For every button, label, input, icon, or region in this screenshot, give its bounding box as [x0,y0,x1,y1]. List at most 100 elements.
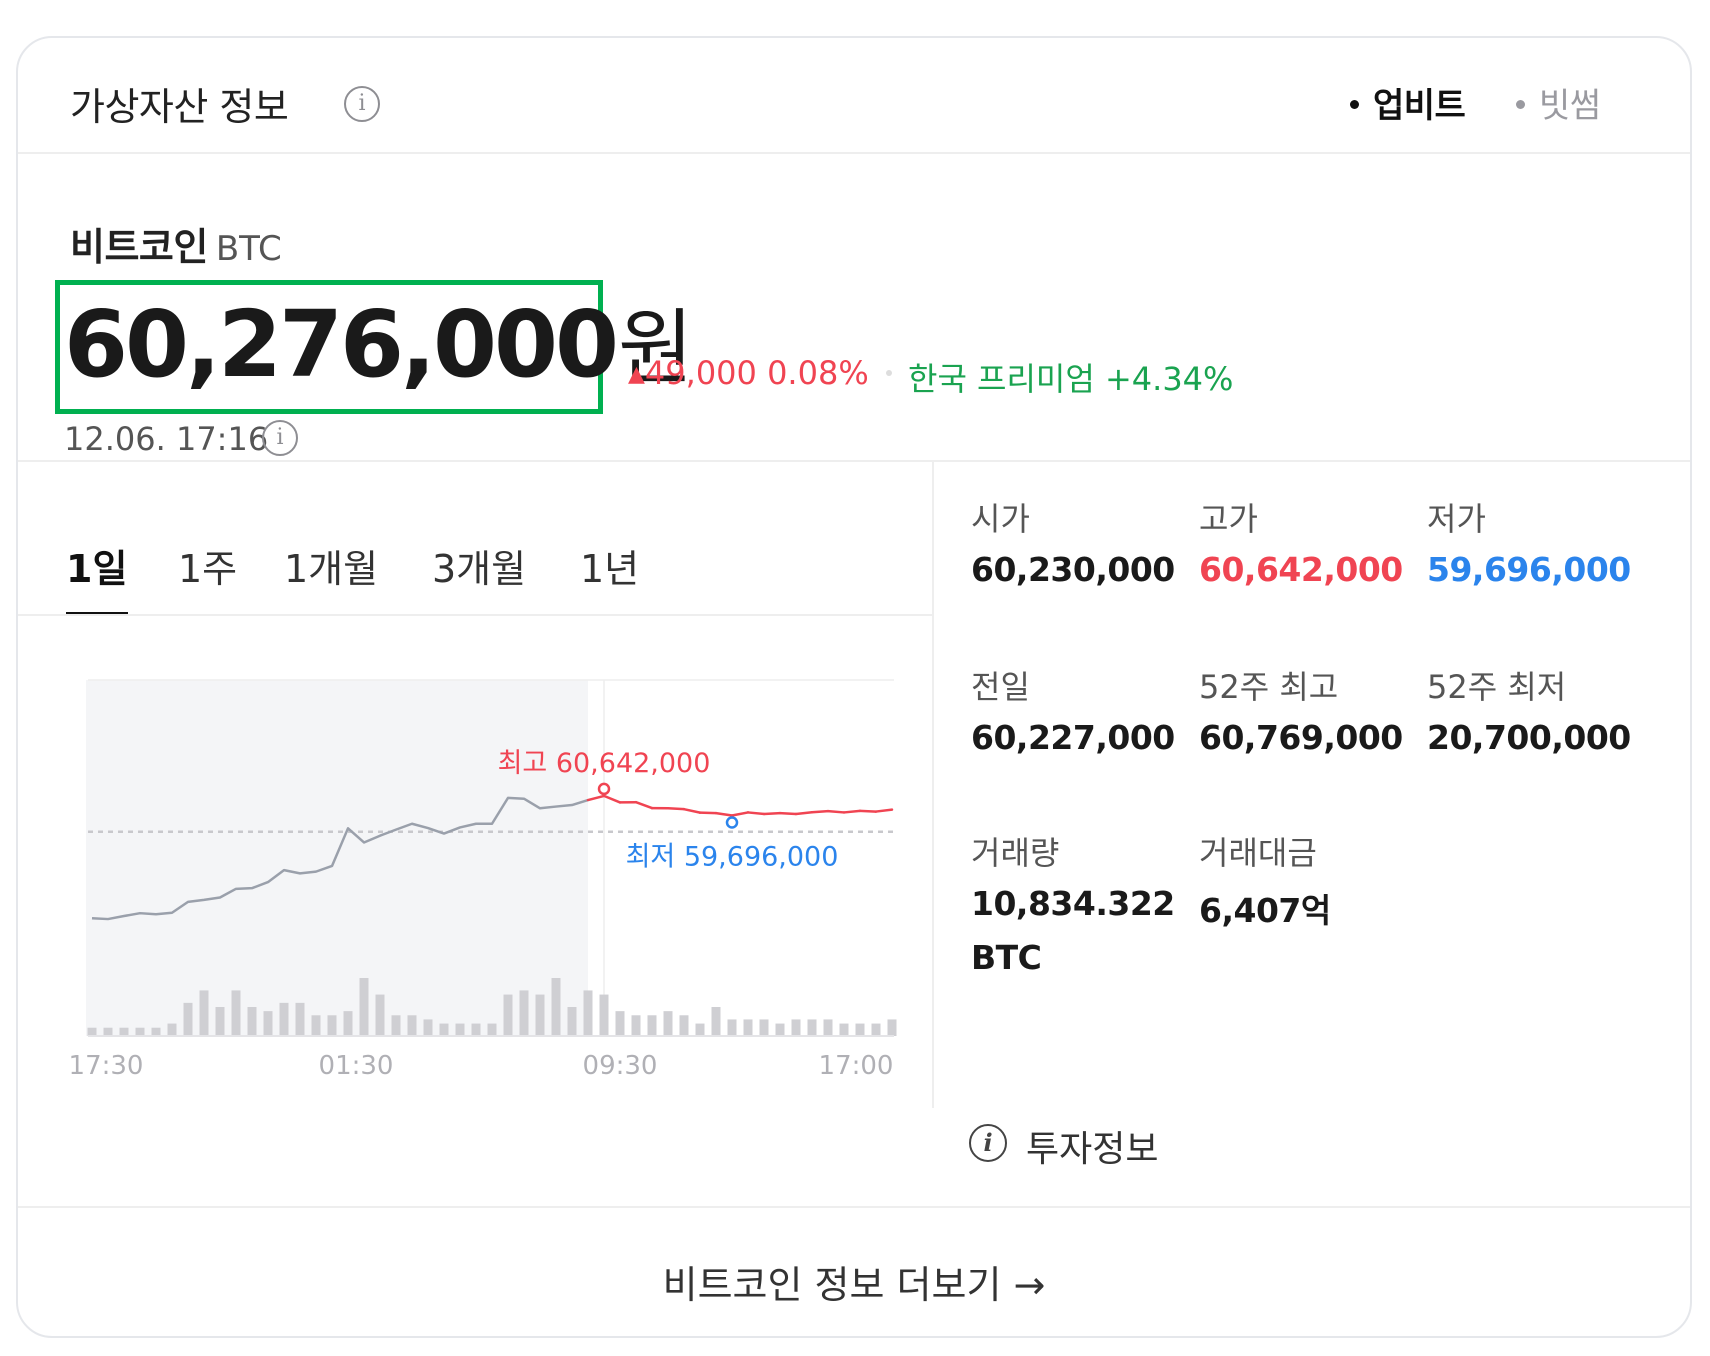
volume-bar [263,1011,273,1036]
volume-bar [503,994,513,1036]
volume-bar [631,1015,641,1036]
info-icon[interactable]: i [344,86,380,122]
stat-label: 고가 [1199,500,1258,538]
active-tab-underline [66,612,128,615]
volume-bar [599,994,609,1036]
volume-bar [887,1019,897,1036]
price-line-segment [810,809,830,814]
price-line-segment [858,809,878,813]
stat-value: 60,230,000 [971,550,1175,589]
stat-label: 시가 [971,500,1030,538]
volume-bar [823,1019,833,1036]
volume-bar [727,1019,737,1036]
price-line-segment [666,807,686,811]
timestamp-info-icon[interactable]: i [262,420,298,456]
volume-bar [167,1023,177,1036]
volume-bar [807,1019,817,1036]
exchange-tab-bithumb[interactable]: 빗썸 [1516,78,1601,127]
volume-bar [279,1002,289,1036]
volume-bar [471,1023,481,1036]
volume-bar [711,1007,721,1036]
high-marker [597,782,611,796]
stat-label: 저가 [1427,500,1486,538]
stat-label: 거래대금 [1199,834,1317,872]
volume-bar [343,1011,353,1036]
price-chart[interactable]: 최고 60,642,000 최저 59,696,000 17:30 01:30 09:3… [58,678,898,1148]
separator-dot [886,370,892,376]
korea-premium: 한국 프리미엄 +4.34% [908,360,1234,398]
divider [18,1206,1690,1208]
tab-3m[interactable]: 3개월 [432,547,527,591]
volume-bar [247,1007,257,1036]
price-line-segment [602,794,622,804]
tab-1d[interactable]: 1일 [66,547,128,591]
volume-bar [439,1023,449,1036]
volume-bar [647,1015,657,1036]
stat-value: 20,700,000 [1427,718,1631,757]
volume-bar [791,1019,801,1036]
volume-bar [839,1023,849,1036]
exchange-label: 빗썸 [1539,86,1601,126]
crypto-info-card: 가상자산 정보 i 업비트 빗썸 비트코인 BTC 60,276,000원 ▲49… [16,36,1692,1338]
price-line-segment [842,809,862,814]
coin-name-label: 비트코인 [70,225,208,269]
tab-1y[interactable]: 1년 [580,547,640,591]
stat-value: 10,834.322 [971,884,1175,923]
x-tick-label: 09:30 [583,1051,658,1081]
stat-value: 59,696,000 [1427,550,1631,589]
selected-dot-icon [1350,100,1359,109]
volume-bar [231,990,241,1036]
stat-value: 6,407억 [1199,891,1331,930]
stat-label: 52주 최고 [1199,668,1339,706]
more-info-link[interactable]: 비트코인 정보 더보기 → [662,1263,1046,1307]
price-highlight-box [55,280,603,414]
price-line-segment [682,807,702,814]
volume-bar [359,978,369,1036]
volume-bar [743,1019,753,1036]
divider [18,460,1690,462]
stat-label: 전일 [971,668,1030,706]
stat-value-unit: BTC [971,938,1042,977]
price-line-segment [794,810,814,816]
current-price: 60,276,000원 [64,290,693,404]
volume-bar [103,1027,113,1036]
volume-bar [855,1023,865,1036]
price-unit: 원 [618,301,694,396]
price-line-segment [762,811,782,816]
volume-bar [551,978,561,1036]
stat-value: 60,227,000 [971,718,1175,757]
price-line-segment [714,811,734,817]
volume-bar [759,1019,769,1036]
volume-bar [423,1019,433,1036]
exchange-tab-upbit[interactable]: 업비트 [1350,78,1466,127]
volume-bar [295,1002,305,1036]
volume-bar [199,990,209,1036]
volume-bar [519,990,529,1036]
volume-bar [695,1023,705,1036]
price-line-segment [874,808,894,813]
invest-info-link[interactable]: 투자정보 [1026,1129,1159,1170]
price-line-past [91,796,589,921]
exchange-label: 업비트 [1373,86,1466,126]
volume-bar [375,994,385,1036]
chart-past-shade [86,680,588,1036]
price-line-segment [746,811,766,816]
high-label: 최고 60,642,000 [498,748,711,779]
low-marker [725,816,739,829]
tab-1w[interactable]: 1주 [178,547,238,591]
stat-value: 60,769,000 [1199,718,1403,757]
column-divider [932,462,934,1108]
volume-bar [663,1011,673,1036]
price-line-segment [826,809,846,814]
stat-label: 52주 최저 [1427,668,1567,706]
tab-1m[interactable]: 1개월 [284,547,379,591]
price-timestamp: 12.06. 17:16 [64,420,269,458]
volume-bar [583,990,593,1036]
volume-bar [215,1007,225,1036]
invest-info-icon: i [969,1124,1007,1162]
stat-value: 60,642,000 [1199,550,1403,589]
dot-icon [1516,100,1525,109]
divider [18,152,1690,154]
up-triangle-icon: ▲ [628,362,645,387]
volume-bar [151,1027,161,1036]
